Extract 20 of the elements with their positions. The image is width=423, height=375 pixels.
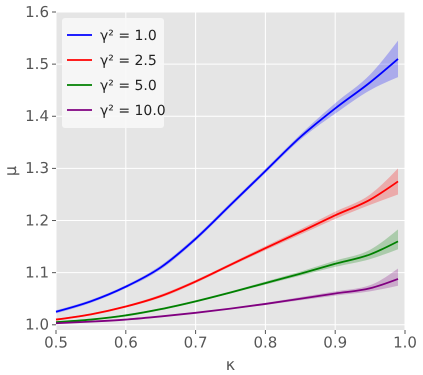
line-series: [55, 278, 399, 324]
y-tick-label: 1.5: [25, 54, 49, 73]
y-tick-label: 1.2: [25, 211, 49, 230]
legend-label: γ² = 2.5: [100, 53, 157, 69]
x-tick-label: 0.7: [184, 334, 208, 352]
y-axis-title: μ: [1, 166, 20, 176]
x-tick-label: 0.5: [44, 334, 68, 352]
y-tick-label: 1.0: [25, 316, 49, 334]
x-tick-label: 1.0: [393, 334, 417, 352]
x-tick-label: 0.8: [253, 334, 278, 352]
x-tick-label: 0.6: [114, 334, 138, 352]
legend-label: γ² = 1.0: [100, 28, 157, 44]
y-tick-label: 1.4: [25, 107, 49, 126]
y-tick-label: 1.3: [25, 159, 49, 178]
x-tick-label: 0.9: [323, 334, 348, 352]
x-axis-title: κ: [226, 355, 236, 374]
legend-label: γ² = 10.0: [100, 103, 166, 119]
legend-label: γ² = 5.0: [100, 78, 157, 94]
y-tick-label: 1.6: [25, 2, 49, 21]
y-tick-label: 1.1: [25, 263, 49, 282]
